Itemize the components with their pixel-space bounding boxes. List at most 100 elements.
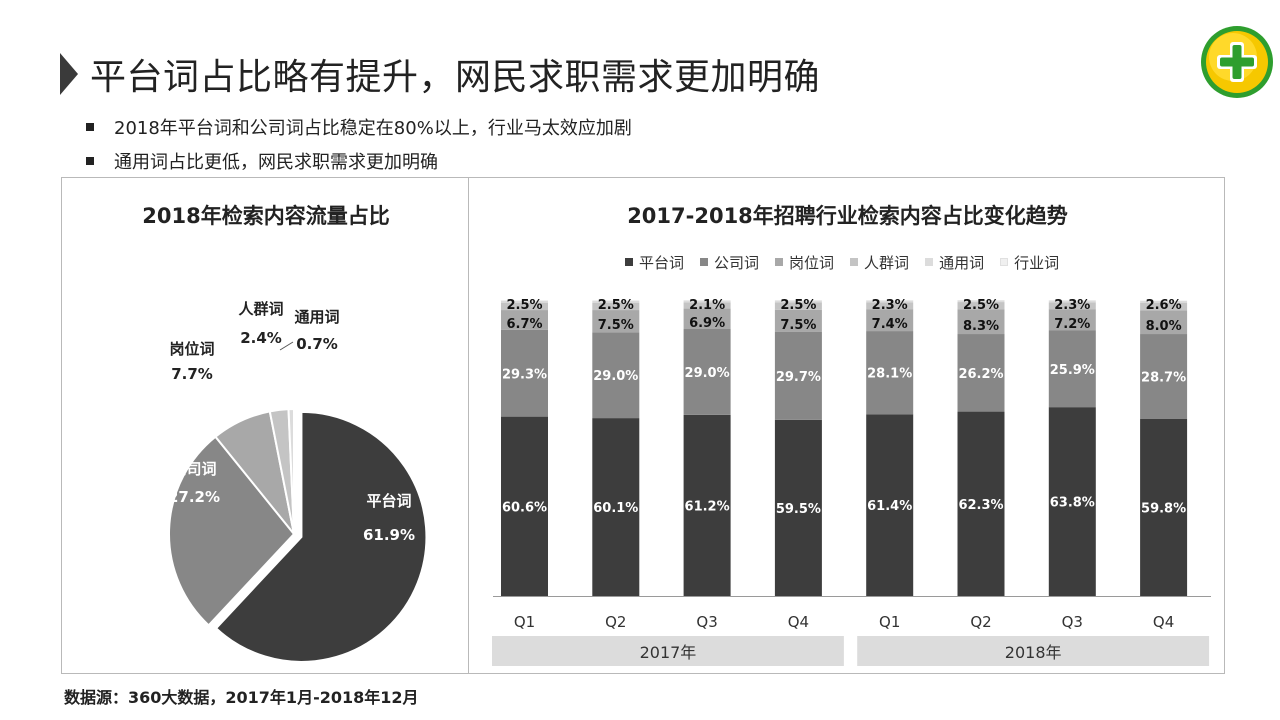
x-tick-label: Q3: [1062, 613, 1083, 631]
legend-swatch: [1000, 258, 1009, 266]
bar-data-label: 29.7%: [776, 370, 821, 385]
bullet-square-icon: [86, 123, 94, 131]
legend-label: 公司词: [714, 253, 760, 272]
legend-item: 岗位词: [775, 252, 834, 273]
x-tick-label: Q3: [696, 613, 717, 631]
x-tick-label: Q4: [1153, 613, 1174, 631]
pie-slice-1: [214, 410, 428, 663]
x-tick-label: Q2: [605, 613, 626, 631]
bar-data-label: 7.2%: [1054, 317, 1090, 332]
bar-chart-legend: 平台词 公司词 岗位词 人群词 通用词 行业词: [625, 252, 1075, 272]
bar-segment-人群词: [501, 302, 548, 311]
legend-swatch: [850, 258, 859, 266]
bullet-text: 通用词占比更低，网民求职需求更加明确: [114, 152, 438, 173]
bar-segment-通用词: [866, 300, 914, 303]
bar-data-label: 2.6%: [1146, 298, 1182, 313]
pie-slice-value: 2.4%: [240, 329, 282, 347]
bar-segment-通用词: [1140, 300, 1188, 303]
bullet-item: 2018年平台词和公司词占比稳定在80%以上，行业马太效应加剧: [86, 110, 632, 144]
x-tick-label: Q4: [788, 613, 809, 631]
bar-data-label: 59.5%: [776, 502, 821, 517]
bar-segment-岗位词: [592, 310, 640, 333]
pie-chart: 平台词 61.9% 公司词 27.2% 岗位词 7.7% 人群词 2.4% 通用词 0.7%: [168, 300, 428, 663]
page-title: 平台词占比略有提升，网民求职需求更加明确: [90, 57, 821, 98]
legend-item: 行业词: [1000, 252, 1059, 273]
360-logo-icon: [1201, 26, 1273, 98]
bar-data-label: 59.8%: [1141, 501, 1186, 516]
bar-segment-公司词: [774, 331, 822, 420]
bar-data-label: 8.0%: [1146, 319, 1182, 334]
legend-swatch: [775, 258, 784, 266]
legend-label: 人群词: [864, 253, 910, 272]
bar-data-label: 7.4%: [872, 317, 908, 332]
bar-segment-通用词: [774, 300, 822, 303]
bar-segment-通用词: [1048, 300, 1096, 303]
bar-data-label: 29.3%: [502, 367, 547, 382]
x-tick-label: Q2: [970, 613, 991, 631]
bar-data-label: 7.5%: [598, 318, 634, 333]
bar-segment-行业词: [1048, 300, 1096, 301]
bar-chart-title: 2017-2018年招聘行业检索内容占比变化趋势: [627, 204, 1068, 228]
pie-slice-name: 岗位词: [169, 340, 214, 358]
pie-slice-2: [168, 435, 296, 627]
bar-segment-平台词: [1048, 407, 1096, 596]
bar-data-label: 2.1%: [689, 298, 725, 313]
data-source-note: 数据源：360大数据，2017年1月-2018年12月: [64, 688, 419, 707]
bar-data-label: 60.6%: [502, 500, 547, 515]
pie-chart-panel: 2018年检索内容流量占比 平台词 61.9% 公司词 27.2% 岗位词 7.7% 人群词…: [61, 177, 469, 674]
legend-item: 人群词: [850, 252, 909, 273]
bar-segment-岗位词: [501, 310, 548, 330]
bar-data-label: 28.1%: [867, 367, 912, 382]
bullet-text: 2018年平台词和公司词占比稳定在80%以上，行业马太效应加剧: [114, 118, 632, 139]
bar-chart-panel: 2017-2018年招聘行业检索内容占比变化趋势 平台词 公司词 岗位词 人群词 通用词…: [468, 177, 1225, 674]
bar-segment-公司词: [957, 334, 1005, 412]
pie-leader-line: [279, 341, 294, 351]
bar-segment-人群词: [592, 302, 640, 311]
legend-item: 平台词: [625, 252, 684, 273]
group-label: 2017年: [640, 643, 697, 662]
bar-segment-通用词: [683, 300, 731, 303]
bar-segment-平台词: [592, 418, 640, 596]
bar-segment-公司词: [501, 329, 548, 417]
bar-segment-岗位词: [957, 309, 1005, 335]
bullet-square-icon: [86, 157, 94, 165]
bar-segment-岗位词: [866, 309, 914, 332]
x-tick-label: Q1: [879, 613, 900, 631]
bar-segment-平台词: [774, 419, 822, 596]
legend-item: 通用词: [925, 252, 984, 273]
bar-data-label: 6.7%: [506, 317, 542, 332]
bar-data-label: 2.5%: [506, 298, 542, 313]
bar-segment-平台词: [683, 414, 731, 596]
legend-swatch: [625, 258, 633, 266]
legend-swatch: [925, 258, 934, 266]
pie-chart-title: 2018年检索内容流量占比: [142, 204, 390, 228]
bar-segment-平台词: [501, 416, 548, 596]
bar-data-label: 26.2%: [958, 367, 1003, 382]
bar-data-label: 6.9%: [689, 316, 725, 331]
stacked-bar-chart: 60.6% 29.3% 6.7% 2.5% Q1 60.1% 29.0% 7.5% 2.5% Q2…: [492, 298, 1211, 666]
title-row: 平台词占比略有提升，网民求职需求更加明确: [60, 48, 820, 100]
x-tick-label: Q1: [514, 613, 535, 631]
group-label: 2018年: [1005, 643, 1062, 662]
pie-slice-name: 公司词: [171, 460, 216, 478]
bullet-list: 2018年平台词和公司词占比稳定在80%以上，行业马太效应加剧 通用词占比更低，…: [86, 110, 632, 178]
bar-segment-公司词: [592, 332, 640, 419]
bar-data-label: 62.3%: [958, 498, 1003, 513]
pie-slice-name: 平台词: [366, 492, 411, 510]
bar-segment-人群词: [774, 302, 822, 310]
bar-segment-行业词: [683, 300, 731, 301]
bar-data-label: 2.5%: [598, 298, 634, 313]
pie-slice-name: 人群词: [238, 300, 283, 318]
bar-segment-行业词: [592, 300, 640, 301]
bar-segment-行业词: [1140, 300, 1188, 301]
bar-segment-平台词: [957, 411, 1005, 596]
pie-slice-value: 61.9%: [363, 526, 415, 544]
legend-label: 行业词: [1014, 253, 1060, 272]
bar-segment-行业词: [866, 300, 914, 301]
bar-segment-公司词: [866, 331, 914, 415]
bar-data-label: 60.1%: [593, 501, 638, 516]
pie-slice-value: 0.7%: [296, 335, 338, 353]
group-band: [492, 636, 844, 666]
bar-segment-人群词: [957, 302, 1005, 310]
bar-segment-平台词: [1140, 418, 1188, 596]
